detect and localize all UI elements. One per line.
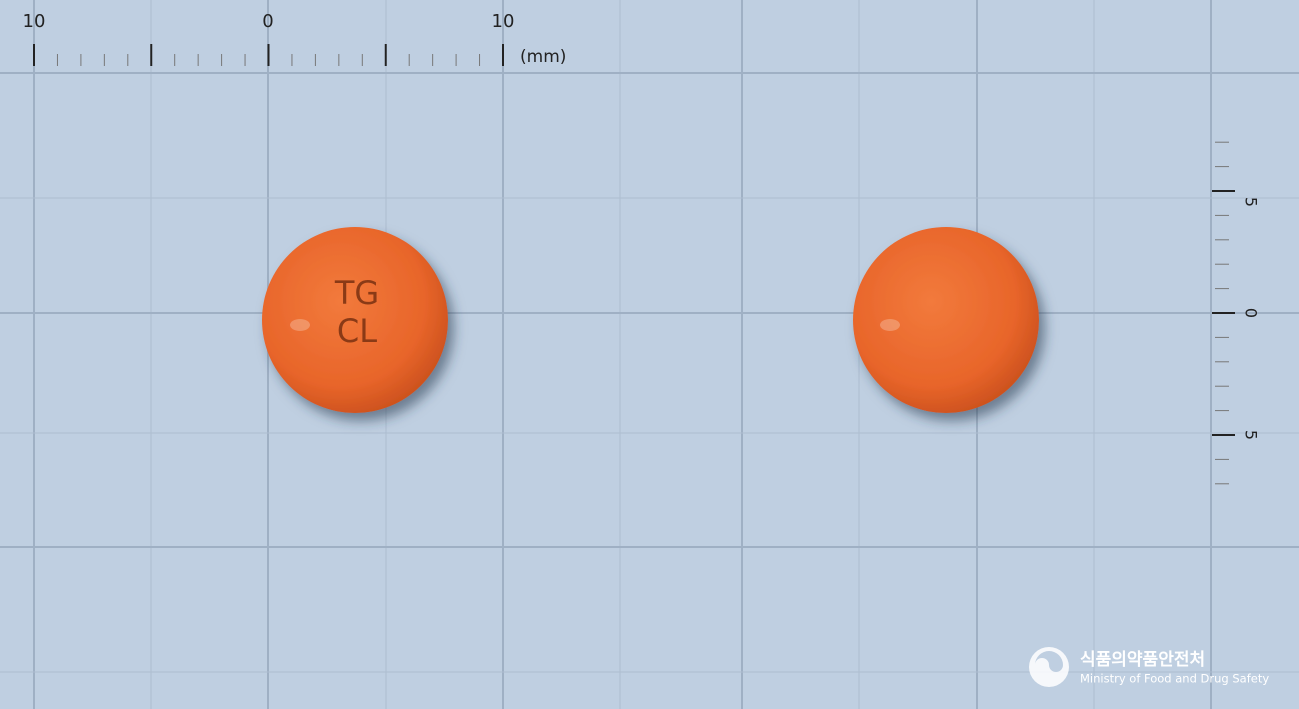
imprint: TG bbox=[334, 274, 379, 312]
ruler-label: 5 bbox=[1242, 430, 1261, 440]
pill-front: TG CL bbox=[262, 227, 448, 413]
logo-swirl bbox=[1035, 651, 1063, 672]
logo-english: Ministry of Food and Drug Safety bbox=[1080, 672, 1269, 686]
pill bbox=[853, 227, 1039, 413]
imprint: CL bbox=[337, 312, 377, 350]
logo-name: 식품의약품안전처 bbox=[1080, 649, 1205, 670]
logo: 식품의약품안전처 Ministry of Food and Drug Safet… bbox=[1029, 647, 1269, 687]
ruler-label: 10 bbox=[23, 11, 46, 32]
rulers bbox=[33, 44, 1235, 485]
ruler-label: 0 bbox=[1242, 308, 1261, 318]
ruler-label: 5 bbox=[1242, 197, 1261, 207]
ruler-label: 10 bbox=[492, 11, 515, 32]
pill bbox=[262, 227, 448, 413]
highlight bbox=[290, 319, 310, 331]
pill-back bbox=[853, 227, 1039, 413]
ruler-label: 0 bbox=[262, 11, 273, 32]
highlight bbox=[880, 319, 900, 331]
ruler-unit: (mm) bbox=[520, 47, 566, 67]
